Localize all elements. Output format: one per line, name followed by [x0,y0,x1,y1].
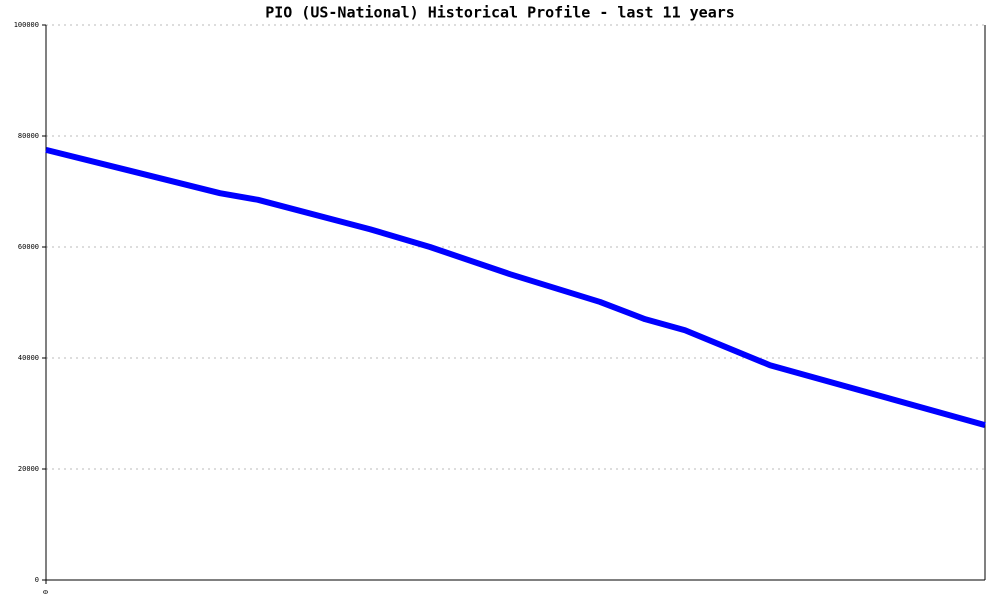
data-line [45,146,986,429]
y-tick-label: 60000 [18,243,39,251]
y-tick-label: 100000 [14,21,39,29]
y-tick-label: 40000 [18,354,39,362]
x-tick-label: 0 [42,590,50,594]
chart-title: PIO (US-National) Historical Profile - l… [265,4,735,22]
y-tick-label: 0 [35,576,39,584]
y-tick-label: 80000 [18,132,39,140]
y-tick-label: 20000 [18,465,39,473]
